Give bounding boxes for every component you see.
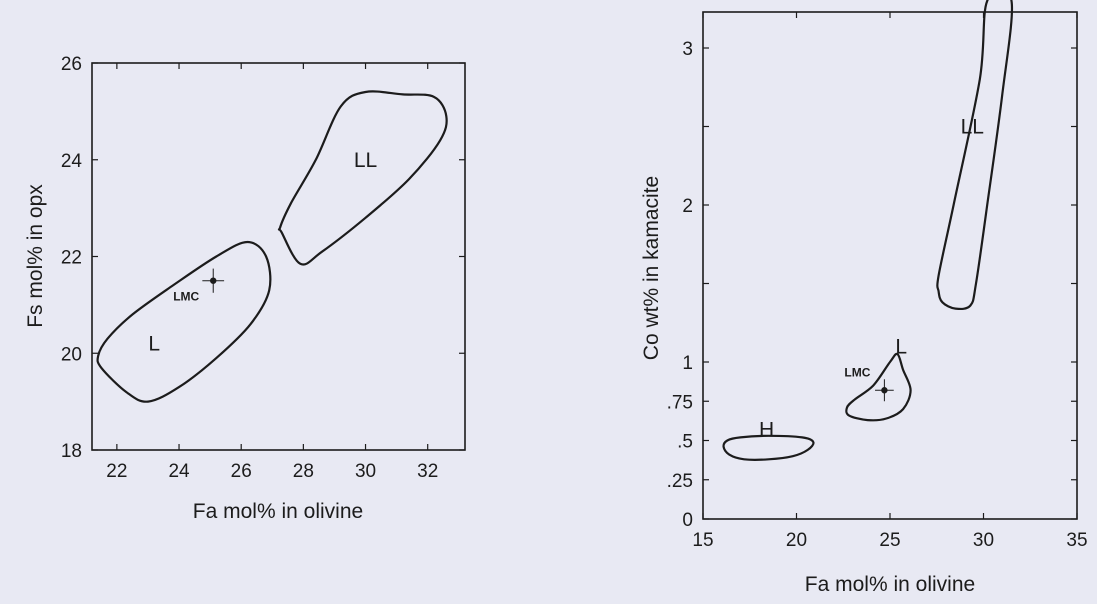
left-x-tick-label: 22 [106, 461, 127, 482]
left-regions: LLL [96, 90, 448, 403]
left-plot-frame [91, 62, 466, 451]
left-y-tick-label: 20 [61, 344, 82, 365]
right-ticks [702, 12, 1078, 520]
right-x-tick-label: 20 [786, 530, 807, 551]
left-region-ll [277, 90, 448, 266]
left-region-label-ll: LL [354, 149, 377, 172]
left-ticks [92, 62, 465, 451]
left-y-tick-label: 18 [61, 441, 82, 462]
right-plot-frame [702, 11, 1078, 520]
left-x-tick-label: 32 [417, 461, 438, 482]
left-x-tick-label: 28 [293, 461, 314, 482]
right-x-tick-label: 25 [879, 530, 900, 551]
right-x-axis-label: Fa mol% in olivine [805, 573, 975, 596]
left-x-axis-label: Fa mol% in olivine [193, 500, 363, 523]
left-y-tick-label: 22 [61, 248, 82, 269]
right-point-label: LMC [844, 365, 870, 379]
right-points: LMC [844, 365, 894, 402]
right-x-tick-label: 30 [973, 530, 994, 551]
right-y-axis-label: Co wt% in kamacite [640, 176, 663, 360]
left-y-tick-label: 26 [61, 54, 82, 75]
left-x-tick-label: 26 [231, 461, 252, 482]
left-tick-labels: 22 24 26 28 30 32 18 20 22 24 26 [61, 54, 438, 482]
left-point-label: LMC [173, 290, 199, 304]
right-y-tick-label: 3 [682, 39, 693, 60]
right-region-h [722, 434, 815, 461]
right-region-label-ll: LL [961, 116, 984, 139]
left-point-lmc [210, 277, 217, 284]
left-region-l [96, 240, 272, 403]
right-point-lmc [881, 387, 888, 394]
left-x-tick-label: 30 [355, 461, 376, 482]
left-x-tick-label: 24 [168, 461, 190, 482]
right-y-tick-label: 2 [682, 196, 693, 217]
right-y-tick-label: .75 [667, 392, 693, 413]
right-region-label-l: L [895, 335, 907, 358]
left-y-tick-label: 24 [61, 151, 83, 172]
right-x-tick-label: 15 [692, 530, 713, 551]
right-y-tick-label: 1 [682, 353, 693, 374]
left-points: LMC [173, 268, 225, 304]
right-y-tick-label: .25 [667, 471, 693, 492]
right-x-tick-label: 35 [1066, 530, 1087, 551]
left-y-axis-label: Fs mol% in opx [24, 184, 47, 328]
right-y-tick-label: 0 [682, 510, 693, 531]
left-region-label-l: L [148, 333, 160, 356]
right-tick-labels: 15 20 25 30 35 0 .25 .5 .75 1 2 3 [667, 39, 1088, 551]
right-region-label-h: H [759, 419, 774, 442]
right-region-l [845, 352, 912, 422]
right-y-tick-label: .5 [677, 432, 693, 453]
right-region-ll [936, 0, 1014, 311]
